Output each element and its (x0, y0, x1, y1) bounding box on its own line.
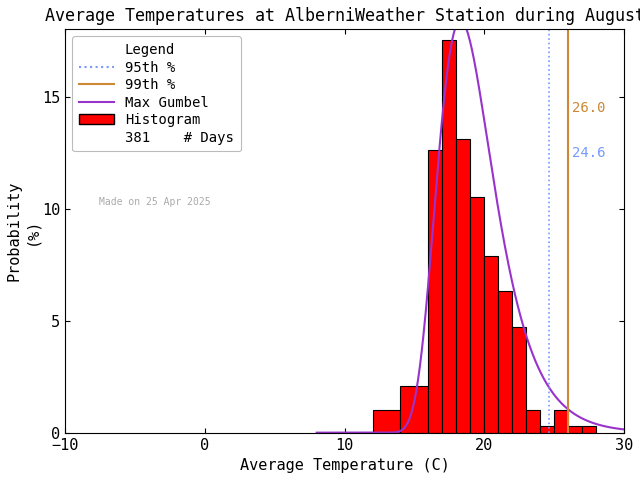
Text: 26.0: 26.0 (572, 101, 605, 115)
Bar (498, 291, 512, 432)
Bar (401, 385, 428, 432)
Bar (484, 256, 498, 432)
Bar (428, 150, 442, 432)
Bar (442, 40, 456, 432)
Bar (456, 139, 470, 432)
Title: Average Temperatures at AlberniWeather Station during August: Average Temperatures at AlberniWeather S… (45, 7, 640, 25)
Bar (554, 410, 568, 432)
Bar (526, 410, 540, 432)
Y-axis label: Probability
(%): Probability (%) (7, 181, 39, 281)
Text: Made on 25 Apr 2025: Made on 25 Apr 2025 (99, 197, 211, 207)
Text: 24.6: 24.6 (572, 145, 605, 159)
X-axis label: Average Temperature (C): Average Temperature (C) (239, 458, 449, 473)
Bar (582, 426, 596, 432)
Bar (540, 426, 554, 432)
Bar (372, 410, 401, 432)
Legend: Legend, 95th %, 99th %, Max Gumbel, Histogram, 381    # Days: Legend, 95th %, 99th %, Max Gumbel, Hist… (72, 36, 241, 152)
Bar (512, 327, 526, 432)
Bar (470, 197, 484, 432)
Bar (568, 426, 582, 432)
